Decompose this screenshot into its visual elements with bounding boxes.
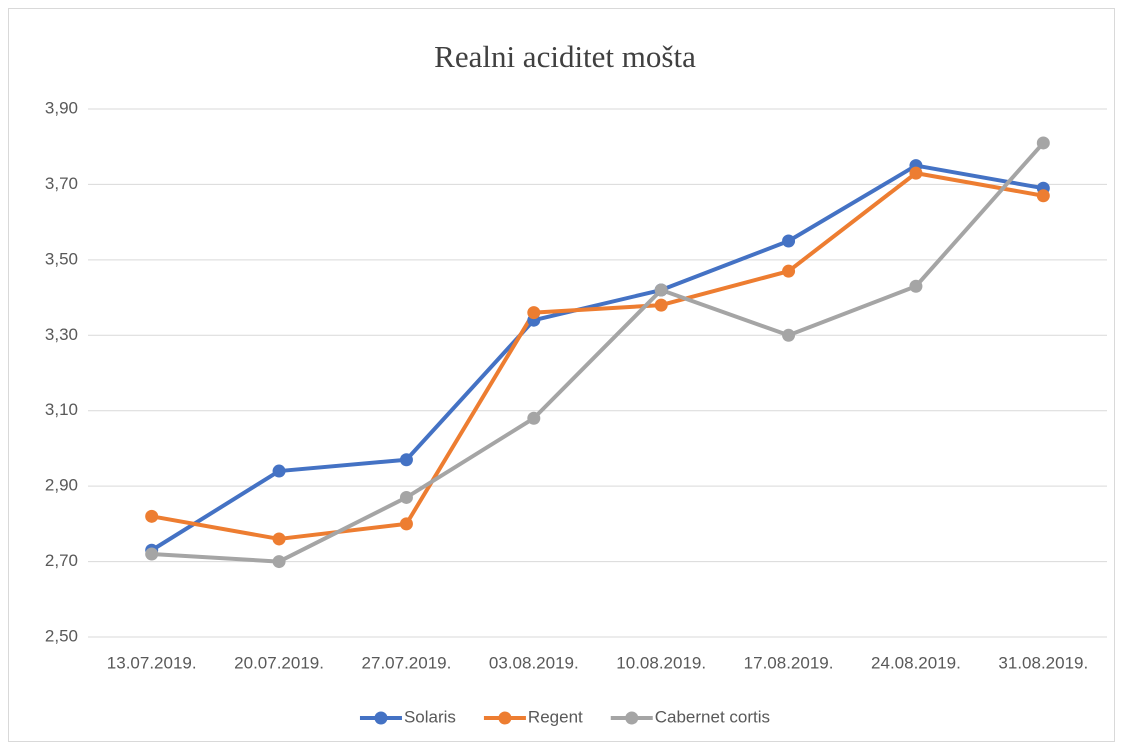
y-tick-label: 3,70 xyxy=(45,174,78,193)
series-line xyxy=(149,140,1046,564)
data-point xyxy=(527,306,541,320)
legend-label: Cabernet cortis xyxy=(655,707,770,726)
x-tick-label: 13.07.2019. xyxy=(107,653,197,672)
data-point xyxy=(527,411,541,425)
x-tick-label: 17.08.2019. xyxy=(744,653,834,672)
series-line xyxy=(149,163,1046,553)
data-point xyxy=(399,490,413,504)
x-tick-label: 31.08.2019. xyxy=(998,653,1088,672)
data-point xyxy=(782,264,796,278)
data-point xyxy=(654,283,668,297)
legend-marker xyxy=(374,711,388,725)
legend-label: Solaris xyxy=(404,707,456,726)
data-point xyxy=(145,547,159,561)
x-tick-label: 10.08.2019. xyxy=(616,653,706,672)
data-point xyxy=(272,555,286,569)
chart-border xyxy=(8,8,1115,742)
y-tick-label: 2,50 xyxy=(45,626,78,645)
data-point xyxy=(145,509,159,523)
legend-marker xyxy=(498,711,512,725)
y-tick-label: 2,70 xyxy=(45,551,78,570)
data-point xyxy=(782,328,796,342)
data-point xyxy=(782,234,796,248)
data-point xyxy=(909,166,923,180)
x-tick-label: 20.07.2019. xyxy=(234,653,324,672)
data-point xyxy=(399,453,413,467)
data-point xyxy=(272,532,286,546)
chart-title: Realni aciditet mošta xyxy=(434,39,696,74)
y-tick-label: 3,90 xyxy=(45,98,78,117)
y-tick-label: 3,50 xyxy=(45,249,78,268)
y-tick-label: 2,90 xyxy=(45,476,78,495)
data-point xyxy=(399,517,413,531)
x-tick-label: 03.08.2019. xyxy=(489,653,579,672)
y-tick-label: 3,30 xyxy=(45,325,78,344)
data-point xyxy=(909,279,923,293)
legend-label: Regent xyxy=(528,707,583,726)
x-tick-label: 27.07.2019. xyxy=(362,653,452,672)
x-tick-label: 24.08.2019. xyxy=(871,653,961,672)
legend-marker xyxy=(625,711,639,725)
data-point xyxy=(1036,136,1050,150)
series-line xyxy=(149,171,1046,541)
data-point xyxy=(1036,189,1050,203)
y-tick-label: 3,10 xyxy=(45,400,78,419)
data-point xyxy=(654,298,668,312)
data-point xyxy=(272,464,286,478)
